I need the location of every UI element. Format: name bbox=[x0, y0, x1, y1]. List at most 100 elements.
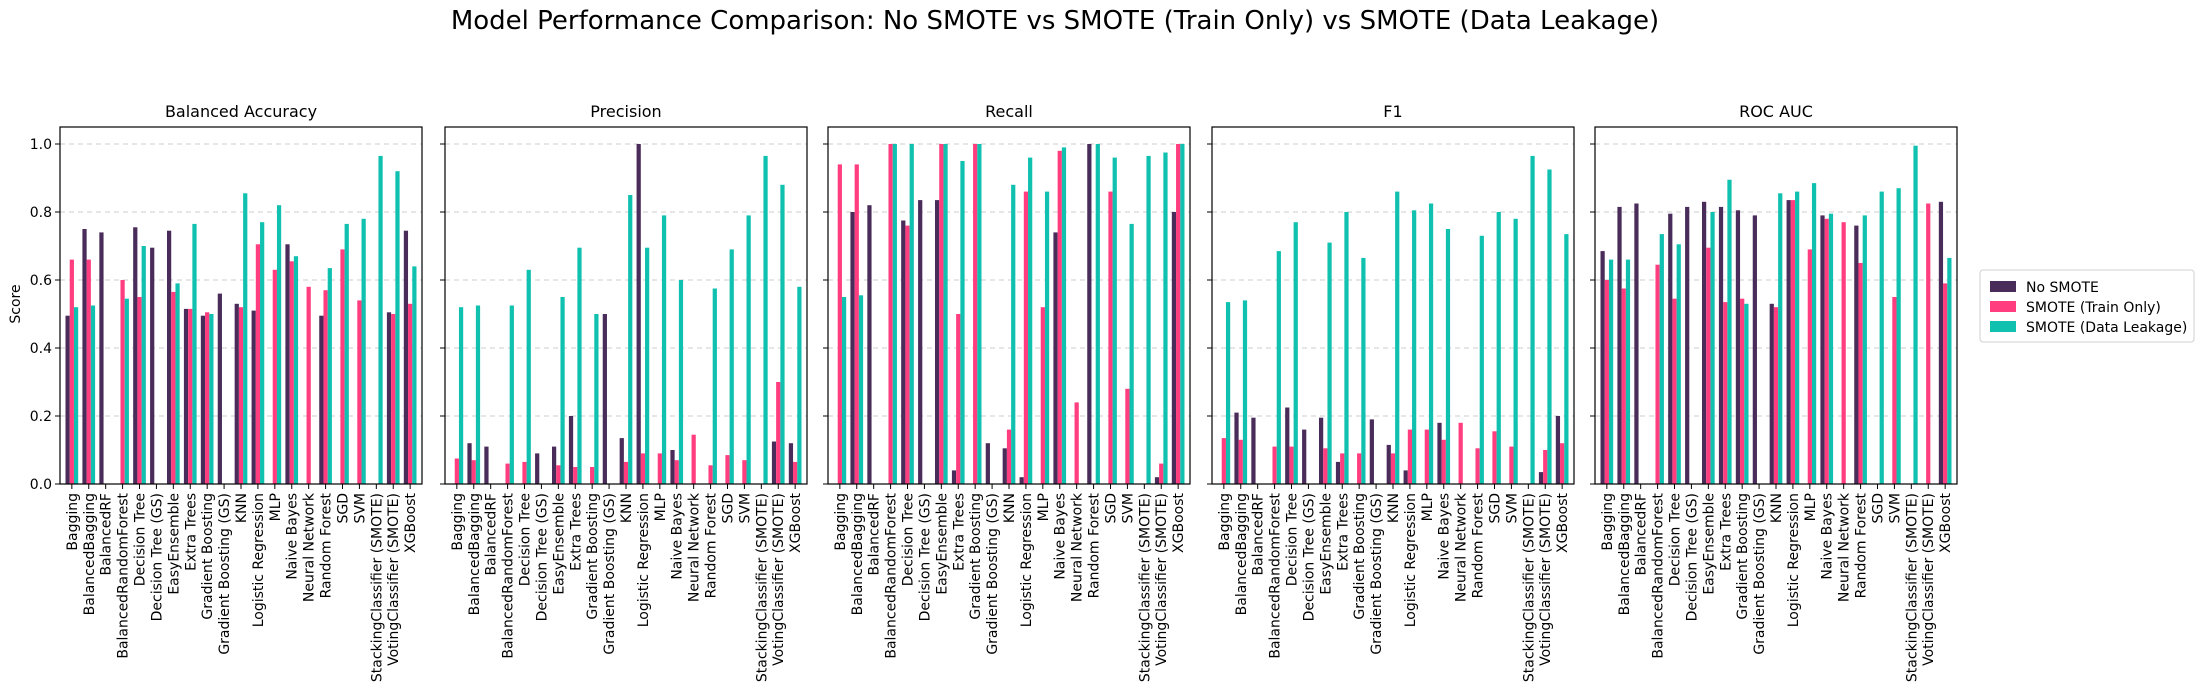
x-tick-label: Neural Network bbox=[1837, 492, 1853, 602]
bar bbox=[674, 460, 679, 484]
x-tick-label: Gradient Boosting (GS) bbox=[217, 493, 233, 655]
bar bbox=[200, 315, 206, 484]
bar bbox=[120, 280, 125, 484]
bar bbox=[934, 200, 940, 484]
bar bbox=[166, 230, 172, 484]
bar bbox=[973, 144, 978, 484]
bar bbox=[1795, 191, 1800, 484]
bar bbox=[1790, 200, 1796, 484]
bar bbox=[1621, 288, 1626, 484]
panel-title: Recall bbox=[985, 102, 1033, 121]
x-tick-label: Gradient Boosting (GS) bbox=[1369, 493, 1385, 655]
bar bbox=[1625, 259, 1631, 484]
bar bbox=[260, 222, 265, 484]
x-tick-label: SVM bbox=[1887, 493, 1903, 524]
bar bbox=[1176, 144, 1181, 484]
x-tick-label: Gradient Boosting (GS) bbox=[1752, 493, 1768, 655]
bar bbox=[977, 144, 982, 484]
bar bbox=[1335, 461, 1341, 484]
bar bbox=[319, 315, 324, 484]
bar bbox=[577, 247, 582, 484]
figure-title: Model Performance Comparison: No SMOTE v… bbox=[451, 6, 1659, 36]
bar bbox=[729, 249, 734, 484]
bar bbox=[65, 315, 70, 484]
x-tick-label: SVM bbox=[352, 493, 368, 524]
bar bbox=[841, 297, 847, 484]
bar bbox=[192, 223, 197, 484]
x-tick-label: Gradient Boosting bbox=[585, 493, 601, 620]
x-tick-label: EasyEnsemble bbox=[551, 493, 567, 595]
bar bbox=[1892, 297, 1897, 484]
x-tick-label: BalancedRandomForest bbox=[1651, 492, 1667, 658]
x-tick-label: Naive Bayes bbox=[1820, 493, 1836, 580]
bar bbox=[1608, 259, 1614, 484]
x-tick-label: BalancedRandomForest bbox=[116, 492, 132, 658]
x-tick-label: BalancedBagging bbox=[1617, 493, 1633, 615]
bar bbox=[670, 450, 675, 484]
bar bbox=[505, 463, 510, 484]
bar bbox=[183, 308, 189, 484]
bar bbox=[99, 232, 104, 484]
bar bbox=[1854, 225, 1859, 484]
x-tick-label: Extra Trees bbox=[568, 493, 584, 571]
bar bbox=[551, 446, 557, 484]
bar bbox=[1723, 302, 1728, 484]
x-tick-label: Naive Bayes bbox=[670, 493, 686, 580]
bar bbox=[255, 244, 261, 484]
bar bbox=[1361, 257, 1366, 484]
bar bbox=[1655, 264, 1660, 484]
x-tick-label: Gradient Boosting bbox=[1735, 493, 1751, 620]
bar bbox=[471, 460, 476, 484]
bar bbox=[943, 144, 948, 484]
bar bbox=[1744, 303, 1749, 484]
bar bbox=[712, 288, 717, 484]
x-tick-label: Logistic Regression bbox=[636, 493, 652, 627]
legend-swatch bbox=[1990, 321, 2016, 332]
legend-label: SMOTE (Train Only) bbox=[2026, 300, 2161, 316]
bar bbox=[522, 461, 527, 484]
x-tick-label: MLP bbox=[268, 493, 284, 521]
x-tick-label: Extra Trees bbox=[1718, 493, 1734, 571]
bar bbox=[1947, 257, 1952, 484]
bar bbox=[960, 161, 965, 484]
bar bbox=[951, 470, 957, 484]
bar bbox=[293, 256, 299, 484]
x-tick-label: BalancedBagging bbox=[82, 493, 98, 615]
legend[interactable]: No SMOTE SMOTE (Train Only) SMOTE (Data Le… bbox=[1979, 269, 2195, 343]
bar bbox=[86, 259, 91, 484]
bar bbox=[901, 220, 906, 484]
x-tick-label: BalancedBagging bbox=[1234, 493, 1250, 615]
bar bbox=[1659, 234, 1664, 484]
bar bbox=[1858, 263, 1863, 484]
bar bbox=[344, 223, 349, 484]
bar bbox=[1112, 157, 1117, 484]
x-tick-label: Gradient Boosting (GS) bbox=[602, 493, 618, 655]
bar bbox=[1740, 298, 1745, 484]
bar bbox=[636, 144, 641, 484]
bar bbox=[628, 195, 633, 484]
bar bbox=[209, 314, 214, 484]
panel-f1: Bagging BalancedBagging BalancedRF Balanced… bbox=[1207, 102, 1575, 682]
x-tick-label: Bagging bbox=[65, 493, 81, 551]
bar bbox=[1108, 191, 1113, 484]
x-tick-label: StackingClassifier (SMOTE) bbox=[1521, 493, 1537, 682]
bar bbox=[788, 443, 794, 484]
x-tick-label: Decision Tree (GS) bbox=[1301, 493, 1317, 621]
bar bbox=[133, 227, 138, 485]
x-tick-label: VotingClassifier (SMOTE) bbox=[1921, 493, 1937, 666]
bar bbox=[1706, 247, 1711, 484]
bar bbox=[1824, 218, 1829, 485]
bar bbox=[708, 465, 713, 484]
bar bbox=[1828, 213, 1834, 484]
x-tick-label: Logistic Regression bbox=[251, 493, 267, 627]
panel-balanced-accuracy: 0.0 0.2 0.4 0.6 0.8 1.0 Bagging BalancedBagging… bbox=[30, 102, 423, 682]
y-tick-label: 0.6 bbox=[30, 273, 52, 289]
legend-label: SMOTE (Data Leakage) bbox=[2026, 320, 2187, 336]
x-tick-label: KNN bbox=[1769, 493, 1785, 523]
bar bbox=[391, 314, 396, 484]
bar bbox=[742, 460, 747, 484]
x-tick-label: StackingClassifier (SMOTE) bbox=[754, 493, 770, 682]
bar bbox=[746, 215, 751, 484]
x-tick-label: Decision Tree bbox=[133, 493, 149, 586]
